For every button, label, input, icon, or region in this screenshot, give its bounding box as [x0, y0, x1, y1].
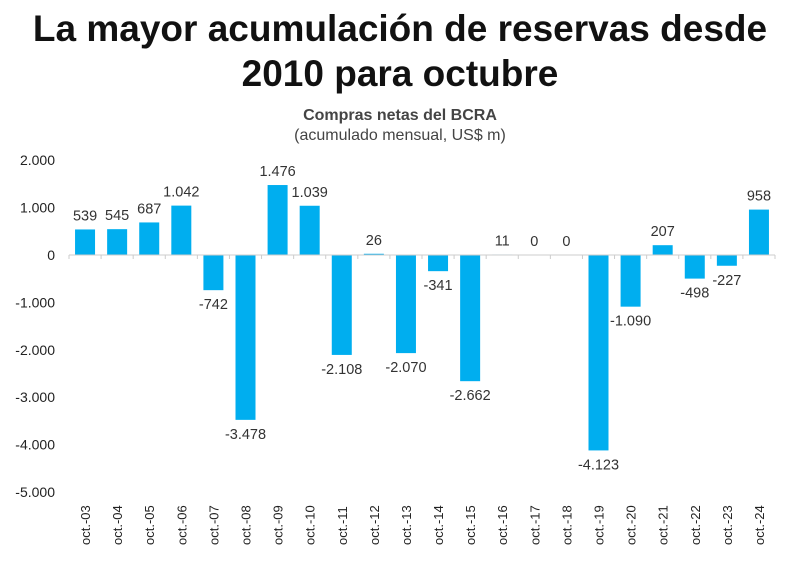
- x-tick-label: oct.-08: [239, 505, 254, 545]
- bar: [620, 255, 641, 307]
- bar: [267, 185, 288, 255]
- data-label: -2.662: [450, 388, 491, 404]
- x-tick-label: oct.-13: [399, 505, 414, 545]
- subtitle-main: Compras netas del BCRA: [303, 107, 497, 124]
- bar: [395, 255, 416, 354]
- bar: [588, 255, 609, 451]
- x-tick-label: oct.-12: [367, 505, 382, 545]
- x-tick-label: oct.-20: [624, 505, 639, 545]
- x-tick-label: oct.-21: [656, 505, 671, 545]
- bar: [428, 255, 449, 272]
- data-label: 687: [137, 201, 161, 217]
- y-tick-label: -1.000: [15, 294, 55, 310]
- bar: [363, 253, 384, 255]
- x-tick-label: oct.-07: [206, 505, 221, 545]
- x-tick-label: oct.-19: [592, 505, 607, 545]
- bar: [331, 255, 352, 355]
- data-label: -2.108: [321, 362, 362, 378]
- x-tick-label: oct.-18: [559, 505, 574, 545]
- data-label: -1.090: [610, 314, 651, 330]
- bar: [171, 205, 192, 255]
- data-label: 26: [366, 233, 382, 249]
- x-tick-label: oct.-06: [174, 505, 189, 545]
- y-tick-label: 0: [47, 247, 55, 263]
- bar: [75, 229, 96, 255]
- data-label: -742: [199, 297, 228, 313]
- bar: [716, 255, 737, 266]
- data-label: 0: [530, 234, 538, 250]
- data-label: 11: [495, 233, 510, 249]
- bar: [460, 255, 481, 382]
- data-label: -341: [424, 278, 453, 294]
- y-tick-label: -3.000: [15, 389, 55, 405]
- x-tick-label: oct.-14: [431, 505, 446, 545]
- chart-subtitle: Compras netas del BCRA (acumulado mensua…: [0, 106, 800, 146]
- data-label: 207: [651, 224, 675, 240]
- data-label: 958: [747, 189, 771, 205]
- y-tick-label: -2.000: [15, 342, 55, 358]
- data-label: -2.070: [385, 360, 426, 376]
- y-tick-label: 2.000: [20, 152, 55, 168]
- x-tick-label: oct.-15: [463, 505, 478, 545]
- bar: [107, 229, 128, 255]
- x-tick-label: oct.-04: [110, 505, 125, 545]
- x-tick-label: oct.-03: [78, 505, 93, 545]
- x-tick-label: oct.-24: [752, 505, 767, 545]
- data-label: 1.039: [292, 185, 328, 201]
- data-label: 1.476: [259, 164, 295, 180]
- data-label: 539: [73, 208, 97, 224]
- bar: [299, 205, 320, 255]
- x-tick-label: oct.-22: [688, 505, 703, 545]
- x-tick-label: oct.-17: [527, 505, 542, 545]
- bar: [203, 255, 224, 291]
- data-label: -498: [680, 286, 709, 302]
- x-tick-label: oct.-05: [142, 505, 157, 545]
- data-label: -3.478: [225, 427, 266, 443]
- bar: [652, 245, 673, 255]
- x-tick-label: oct.-10: [303, 505, 318, 545]
- y-tick-label: 1.000: [20, 200, 55, 216]
- x-tick-label: oct.-09: [271, 505, 286, 545]
- data-label: -227: [712, 273, 741, 289]
- bar: [684, 255, 705, 279]
- x-tick-label: oct.-23: [720, 505, 735, 545]
- y-tick-label: -5.000: [15, 484, 55, 500]
- bar: [235, 255, 256, 420]
- y-tick-label: -4.000: [15, 437, 55, 453]
- bar: [139, 222, 160, 255]
- bar: [748, 209, 769, 255]
- subtitle-units: (acumulado mensual, US$ m): [294, 127, 506, 144]
- x-tick-label: oct.-11: [335, 506, 350, 545]
- data-label: 545: [105, 208, 129, 224]
- data-label: 0: [562, 234, 570, 250]
- data-label: 1.042: [163, 185, 199, 201]
- data-label: -4.123: [578, 457, 619, 473]
- x-tick-label: oct.-16: [495, 505, 510, 545]
- chart-title: La mayor acumulación de reservas desde 2…: [32, 8, 768, 94]
